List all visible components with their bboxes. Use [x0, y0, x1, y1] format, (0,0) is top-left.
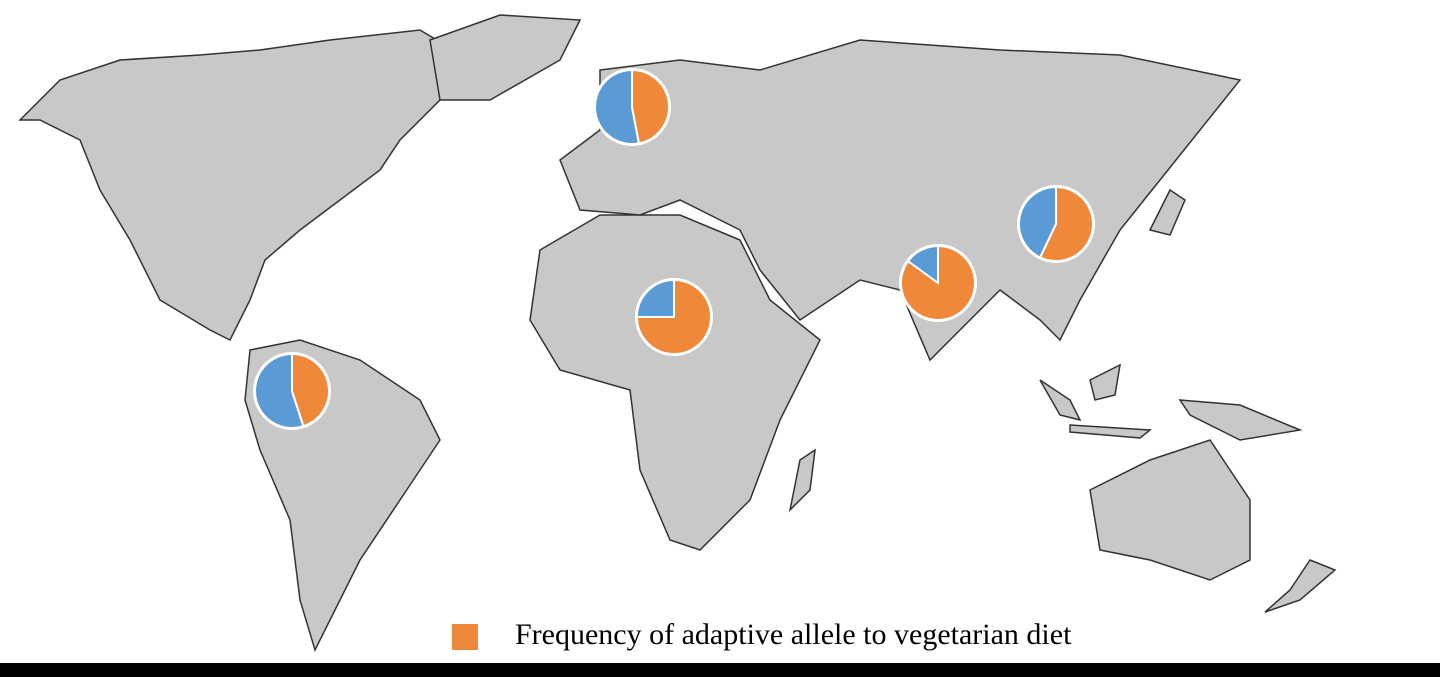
- greenland: [429, 14, 582, 101]
- pie-slice: [631, 68, 670, 145]
- new-zealand: [1264, 559, 1337, 613]
- pie-slice: [291, 352, 330, 428]
- pie-slice: [635, 278, 712, 355]
- continents: [18, 14, 1337, 653]
- pie-slice: [900, 244, 976, 321]
- legend-label: Frequency of adaptive allele to vegetari…: [515, 618, 1072, 651]
- australia: [1089, 439, 1251, 581]
- legend-swatch: [452, 624, 478, 650]
- pie-remainder: [1018, 185, 1057, 259]
- north-america: [18, 29, 472, 342]
- africa: [529, 214, 821, 551]
- eurasia: [559, 39, 1242, 362]
- pies: [253, 68, 1095, 430]
- japan: [1148, 188, 1186, 236]
- madagascar: [788, 448, 816, 513]
- pie-remainder: [594, 68, 641, 145]
- pie-remainder: [635, 278, 675, 318]
- bottom-bar: [0, 663, 1440, 677]
- indonesia: [1039, 363, 1303, 441]
- pie-slice: [1038, 185, 1094, 262]
